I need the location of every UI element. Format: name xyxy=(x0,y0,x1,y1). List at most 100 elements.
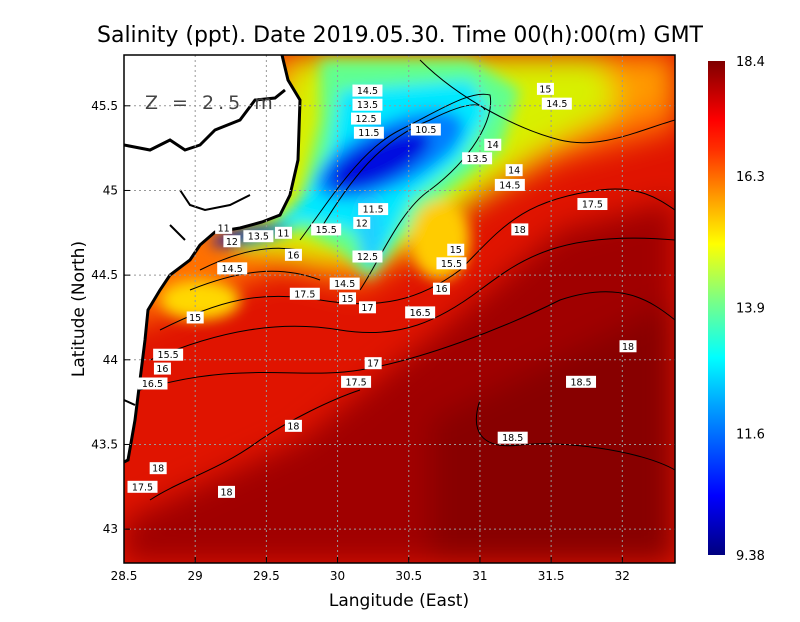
contour-label-bg xyxy=(494,178,525,191)
contour-label: 18 xyxy=(619,340,637,353)
contour-label: 11 xyxy=(274,226,292,239)
contour-label-text: 16.5 xyxy=(142,379,163,390)
salinity-field xyxy=(124,55,675,563)
colorbar-tick-label: 18.4 xyxy=(736,55,765,70)
contour-label: 17.5 xyxy=(577,198,608,211)
contour-label-bg xyxy=(243,230,274,243)
contour-label-bg xyxy=(536,82,554,95)
contour-label-text: 11.5 xyxy=(358,128,379,139)
contour-label-text: 18 xyxy=(514,225,526,236)
contour-label-text: 15 xyxy=(539,84,551,95)
delta-line xyxy=(124,189,251,406)
contour-label: 17.5 xyxy=(289,287,320,300)
contour-label-text: 18 xyxy=(622,342,634,353)
contour-label: 18 xyxy=(149,462,167,475)
contour-label: 14.5 xyxy=(217,262,248,275)
land-mass xyxy=(124,55,300,462)
contour-label-bg xyxy=(153,348,184,361)
contour-label-text: 12 xyxy=(226,237,238,248)
contour-label-bg xyxy=(462,152,493,165)
contour-label-bg xyxy=(447,243,465,256)
contour-label-bg xyxy=(352,250,383,263)
y-tick-label: 44 xyxy=(103,353,118,367)
contour-label: 11.5 xyxy=(358,203,389,216)
y-tick-label: 45.5 xyxy=(91,99,118,113)
contour-label-bg xyxy=(284,248,302,261)
contour-label-bg xyxy=(353,216,371,229)
contour-label: 17 xyxy=(364,357,382,370)
contour-label-text: 16 xyxy=(287,250,299,261)
contour-label-text: 17.5 xyxy=(582,200,603,211)
contour-label: 12 xyxy=(223,235,241,248)
contour-label-bg xyxy=(137,377,168,390)
contour-label-text: 11.5 xyxy=(363,205,384,216)
contour-label: 17.5 xyxy=(341,375,372,388)
border-line xyxy=(124,88,286,152)
contour-label-text: 15.5 xyxy=(158,350,179,361)
x-axis: 28.5 29 29.5 30 30.5 31 31.5 32 xyxy=(111,557,630,583)
contour-label-text: 12 xyxy=(356,218,368,229)
x-tick-label: 29.5 xyxy=(253,569,280,583)
contour-label-text: 10.5 xyxy=(415,125,436,136)
contour-label-bg xyxy=(358,203,389,216)
contour-label-text: 16.5 xyxy=(410,308,431,319)
x-tick-label: 31 xyxy=(472,569,487,583)
depth-annotation: Z = 2.5 m xyxy=(145,92,277,114)
contour-label-text: 13.5 xyxy=(467,154,488,165)
contour-label-text: 14.5 xyxy=(334,279,355,290)
contour-label-text: 14.5 xyxy=(499,180,520,191)
contour-label-bg xyxy=(341,375,372,388)
contour-label-bg xyxy=(223,235,241,248)
contour-label: 16 xyxy=(153,362,171,375)
x-tick-label: 30.5 xyxy=(395,569,422,583)
contour-label: 15 xyxy=(447,243,465,256)
contour-label: 11.5 xyxy=(353,126,384,139)
x-axis-label: Langitude (East) xyxy=(329,591,469,611)
colorbar-tick-label: 9.38 xyxy=(736,549,765,564)
contour-label-bg xyxy=(217,262,248,275)
x-tick-label: 31.5 xyxy=(538,569,565,583)
contour-label: 18 xyxy=(284,419,302,432)
contour-labels: 14.5 13.5 12.5 11.5 15 14.5 10.5 14 13.5 14 14.5 17… xyxy=(127,82,637,498)
contour-label-bg xyxy=(619,340,637,353)
contour-label: 15 xyxy=(186,311,204,324)
x-tick-label: 30 xyxy=(330,569,345,583)
contour-label-bg xyxy=(436,257,467,270)
contour-label: 14.5 xyxy=(541,97,572,110)
contour-label-text: 15.5 xyxy=(316,225,337,236)
contour-label-text: 15 xyxy=(450,245,462,256)
contour-label-bg xyxy=(127,480,158,493)
contour-label-text: 15.5 xyxy=(441,259,462,270)
contour-label: 10.5 xyxy=(410,123,441,136)
contour-label: 16.5 xyxy=(137,377,168,390)
x-tick-label: 28.5 xyxy=(111,569,138,583)
contour-label-bg xyxy=(511,223,529,236)
contour-label: 15.5 xyxy=(311,223,342,236)
contour-label: 13.5 xyxy=(462,152,493,165)
y-tick-label: 44.5 xyxy=(91,268,118,282)
grid-lines xyxy=(124,55,675,563)
contour-label: 18.5 xyxy=(566,375,597,388)
contour-label: 15.5 xyxy=(436,257,467,270)
contour-label-bg xyxy=(566,375,597,388)
contour-label-bg xyxy=(215,221,233,234)
contour-label-bg xyxy=(358,301,376,314)
contour-label: 14 xyxy=(484,138,502,151)
contour-label-text: 15 xyxy=(189,313,201,324)
contour-label-text: 13.5 xyxy=(357,100,378,111)
contour-label: 15 xyxy=(339,292,357,305)
contour-label-text: 11 xyxy=(218,223,230,234)
colorbar-ticks: 18.4 16.3 13.9 11.6 9.38 xyxy=(736,55,765,564)
contour-label-text: 18 xyxy=(220,487,232,498)
contour-label: 17.5 xyxy=(127,480,158,493)
contour-label-text: 17.5 xyxy=(294,289,315,300)
contour-label-bg xyxy=(352,98,383,111)
contour-label-text: 14.5 xyxy=(546,99,567,110)
contour-label-text: 17 xyxy=(367,359,379,370)
contour-label: 12 xyxy=(353,216,371,229)
contour-label-bg xyxy=(289,287,320,300)
colorbar xyxy=(708,61,725,555)
contour-label: 17 xyxy=(358,301,376,314)
contour-label: 16.5 xyxy=(405,306,436,319)
